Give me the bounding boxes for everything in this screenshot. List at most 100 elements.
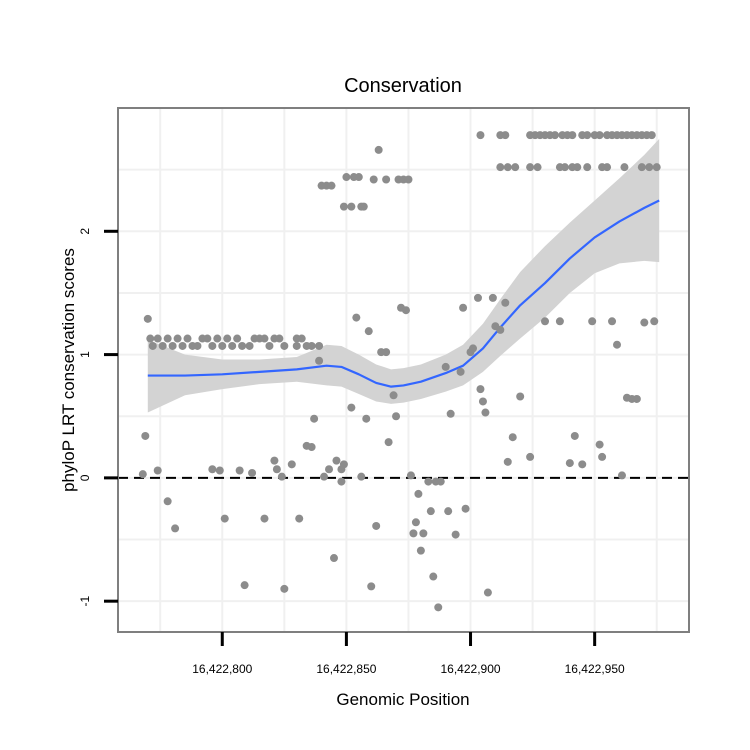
data-point [270, 456, 279, 465]
data-point [451, 530, 460, 539]
data-point [416, 546, 425, 555]
confidence-band [147, 138, 660, 413]
data-point [163, 497, 172, 506]
data-point [434, 603, 443, 612]
data-point [240, 581, 249, 590]
data-point [613, 340, 622, 349]
data-point [320, 472, 329, 481]
data-point [647, 131, 656, 140]
x-tick-label: 16,422,950 [565, 662, 625, 676]
data-point [141, 431, 150, 440]
data-point [183, 334, 192, 343]
data-point [501, 131, 510, 140]
smooth-trend-path [147, 199, 660, 388]
data-point [233, 334, 242, 343]
data-point [419, 529, 428, 538]
data-point [218, 341, 227, 350]
data-point [158, 341, 167, 350]
data-point [496, 163, 505, 172]
data-point [550, 131, 559, 140]
data-point [436, 477, 445, 486]
data-point [362, 414, 371, 423]
data-point [295, 514, 304, 523]
data-point [307, 443, 316, 452]
data-point [541, 317, 550, 326]
data-point [565, 459, 574, 468]
data-point [364, 327, 373, 336]
data-point [337, 477, 346, 486]
data-point [511, 163, 520, 172]
data-point [404, 175, 413, 184]
data-point [272, 465, 281, 474]
score-points [138, 131, 661, 612]
data-point [235, 466, 244, 475]
data-point [526, 163, 535, 172]
data-point [508, 433, 517, 442]
data-point [138, 470, 147, 479]
data-point [143, 314, 152, 323]
data-point [469, 344, 478, 353]
data-point [568, 131, 577, 140]
data-point [483, 588, 492, 597]
x-axis: 16,422,800 16,422,850 16,422,900 16,422,950 [192, 632, 625, 676]
data-point [228, 341, 237, 350]
data-point [369, 175, 378, 184]
data-point [238, 341, 247, 350]
data-point [332, 456, 341, 465]
data-point [476, 385, 485, 394]
data-point [372, 521, 381, 530]
x-axis-title: Genomic Position [336, 690, 469, 709]
data-point [248, 468, 257, 477]
data-point [359, 202, 368, 211]
data-point [501, 298, 510, 307]
data-point [503, 457, 512, 466]
data-point [429, 572, 438, 581]
data-point [496, 325, 505, 334]
data-point [461, 504, 470, 513]
data-point [352, 313, 361, 322]
data-point [173, 334, 182, 343]
data-point [456, 367, 465, 376]
data-point [406, 471, 415, 480]
data-point [459, 303, 468, 312]
data-point [153, 466, 162, 475]
y-tick-label: -1 [78, 596, 92, 607]
plot-panel-border [117, 107, 690, 633]
data-point [652, 163, 661, 172]
data-point [367, 582, 376, 591]
data-point [223, 334, 232, 343]
data-point [329, 554, 338, 563]
data-point [637, 163, 646, 172]
data-point [598, 452, 607, 461]
data-point [171, 524, 180, 533]
data-point [260, 334, 269, 343]
data-point [632, 394, 641, 403]
data-point [444, 507, 453, 516]
data-point [481, 408, 490, 417]
data-point [146, 334, 155, 343]
data-point [342, 173, 351, 182]
data-point [424, 477, 433, 486]
data-point [392, 412, 401, 421]
data-point [275, 334, 284, 343]
data-point [595, 131, 604, 140]
data-point [401, 306, 410, 315]
data-point [325, 465, 334, 474]
data-point [315, 356, 324, 365]
data-point [280, 341, 289, 350]
data-point [327, 181, 336, 190]
data-point [220, 514, 229, 523]
data-point [339, 460, 348, 469]
data-point [245, 341, 254, 350]
data-point [603, 163, 612, 172]
data-point [578, 460, 587, 469]
y-tick-label: 2 [78, 228, 92, 235]
data-point [213, 334, 222, 343]
x-tick-label: 16,422,850 [316, 662, 376, 676]
data-point [280, 584, 289, 593]
data-point [357, 472, 366, 481]
data-point [617, 471, 626, 480]
data-point [478, 397, 487, 406]
data-point [446, 409, 455, 418]
data-point [347, 202, 356, 211]
